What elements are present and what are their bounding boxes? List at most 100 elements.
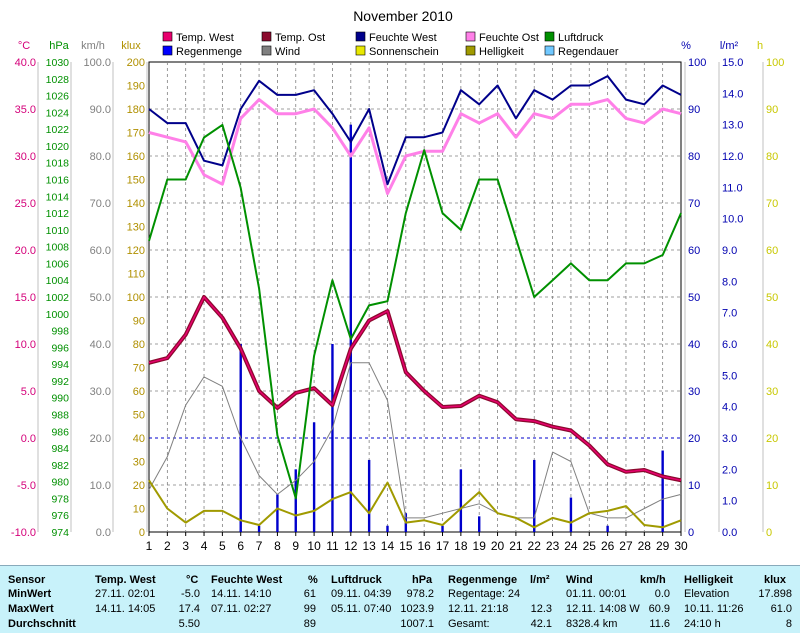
rain_duration_h-tick-label: 60 [766, 245, 778, 257]
rain_duration_h-tick-label: 50 [766, 292, 778, 304]
pressure_hpa-tick-label: 976 [51, 510, 69, 522]
humidity_pct-tick-label: 80 [688, 151, 700, 163]
series-line-helligkeit [148, 479, 682, 529]
brightness_klux-tick-label: 40 [133, 433, 145, 445]
stats-max-rain-value: 12.3 [530, 603, 552, 615]
legend-swatch [465, 31, 476, 42]
series-line-luftdruck [148, 123, 682, 500]
humidity_pct-tick-label: 30 [688, 386, 700, 398]
stats-min-brightness-value: 17.898 [758, 588, 792, 600]
rain_lm2-tick-label: 4.0 [722, 402, 737, 414]
wind_kmh-tick-label: 20.0 [90, 433, 111, 445]
stats-humidity-unit: % [308, 574, 318, 586]
stats-avg-label: Durchschnitt [8, 618, 76, 630]
rain_lm2-tick-label: 2.0 [722, 464, 737, 476]
brightness_klux-tick-label: 110 [127, 269, 145, 281]
rain_duration_h-tick-label: 90 [766, 104, 778, 116]
pressure_hpa-tick-label: 1028 [46, 74, 70, 86]
temp_c-tick-label: 0.0 [21, 433, 36, 445]
pressure_hpa-tick-label: 1030 [46, 57, 70, 69]
rain_duration_h-tick-label: 80 [766, 151, 778, 163]
stats-panel: Sensor Temp. West °C Feuchte West % Luft… [0, 565, 800, 633]
wind_kmh-tick-label: 0.0 [96, 527, 111, 539]
chart-title: November 2010 [353, 8, 453, 24]
wind_kmh-tick-label: 10.0 [90, 480, 111, 492]
rain-amount-bar [294, 469, 297, 532]
brightness_klux-tick-label: 60 [133, 386, 145, 398]
stats-avg-pressure-value: 1007.1 [400, 618, 434, 630]
rain_lm2-tick-label: 13.0 [722, 120, 743, 132]
wind_kmh-tick-label: 100.0 [83, 57, 111, 69]
brightness_klux-tick-label: 90 [133, 316, 145, 328]
rain-amount-bar [367, 459, 371, 532]
brightness_klux-tick-label: 180 [127, 104, 145, 116]
pressure_hpa-tick-label: 1022 [46, 124, 70, 136]
temp_c-tick-label: 40.0 [15, 57, 36, 69]
rain-amount-bar [661, 450, 664, 532]
x-axis: 1 2 3 4 5 6 7 8 9 10 11 12 13 14 15 16 17 18 19 20 21 22 23 24 2… [146, 532, 688, 553]
pressure_hpa-tick-label: 1008 [46, 242, 70, 254]
x-tick-label: 19 [473, 539, 487, 553]
legend-label: Luftdruck [558, 32, 604, 44]
rain_lm2-tick-label: 11.0 [722, 182, 743, 194]
legend-swatch [162, 31, 173, 42]
stats-wind-header: Wind [566, 574, 593, 586]
rain_duration_h-tick-label: 70 [766, 198, 778, 210]
x-tick-label: 6 [237, 539, 244, 553]
rain_lm2-tick-label: 3.0 [722, 433, 737, 445]
wind_kmh-tick-label: 60.0 [90, 245, 111, 257]
stats-avg-humidity-value: 89 [303, 618, 316, 630]
legend-label: Regendauer [558, 46, 619, 58]
rain_lm2-tick-label: 0.0 [722, 527, 737, 539]
stats-avg-rain-text: Gesamt: [448, 618, 490, 630]
pressure_hpa-tick-label: 1016 [46, 175, 70, 187]
series-line-wind [148, 362, 682, 519]
humidity_pct-tick-label: 60 [688, 245, 700, 257]
rain_duration_h-tick-label: 0 [766, 527, 772, 539]
legend-label: Temp. Ost [275, 32, 325, 44]
stats-max-wind-value: 60.9 [648, 603, 670, 615]
legend-swatch [261, 31, 272, 42]
humidity_pct-tick-label: 40 [688, 339, 700, 351]
brightness_klux-tick-label: 200 [127, 57, 145, 69]
brightness_klux-tick-label: 100 [127, 292, 145, 304]
pressure_hpa-tick-label: 986 [51, 426, 69, 438]
temp_c-tick-label: 35.0 [15, 104, 36, 116]
pressure_hpa-tick-label: 996 [51, 342, 69, 354]
legend-label: Wind [275, 46, 300, 58]
temp_c-tick-label: -10.0 [11, 527, 36, 539]
pressure_hpa-tick-label: 1004 [46, 275, 70, 287]
humidity_pct-tick-label: 50 [688, 292, 700, 304]
rain_duration_h-tick-label: 30 [766, 386, 778, 398]
stats-pressure-header: Luftdruck [331, 574, 382, 586]
stats-temp-unit: °C [186, 574, 199, 586]
pressure_hpa-tick-label: 1002 [46, 292, 70, 304]
wind_kmh-tick-label: 80.0 [90, 151, 111, 163]
pressure_hpa-axis-label: hPa [49, 40, 69, 52]
pressure_hpa-tick-label: 1020 [46, 141, 70, 153]
temp_c-tick-label: 30.0 [15, 151, 36, 163]
rain-amount-bar [349, 124, 352, 533]
stats-min-label: MinWert [8, 588, 52, 600]
stats-avg-brightness-value: 8 [785, 618, 792, 630]
stats-max-brightness-time: 10.11. 11:26 [684, 603, 744, 615]
stats-rain-unit: l/m² [530, 574, 550, 586]
legend-swatch [162, 45, 173, 56]
rain-amount-bar [478, 516, 481, 532]
pressure_hpa-tick-label: 990 [51, 393, 69, 405]
stats-min-temp-value: -5.0 [181, 588, 200, 600]
rain_duration_h-axis-label: h [757, 40, 763, 52]
stats-min-rain-text: Regentage: 24 [448, 588, 521, 600]
pressure_hpa-tick-label: 1024 [46, 107, 70, 119]
stats-min-pressure-time: 09.11. 04:39 [331, 588, 392, 600]
rain_duration_h-tick-label: 40 [766, 339, 778, 351]
brightness_klux-tick-label: 150 [127, 175, 145, 187]
x-tick-label: 1 [146, 539, 153, 553]
legend-label: Helligkeit [479, 46, 524, 58]
humidity_pct-axis-label: % [681, 40, 691, 52]
weather-chart: November 2010 Temp. West Temp. Ost Feuchte… [11, 8, 784, 553]
stats-min-brightness-time: Elevation [684, 588, 730, 600]
pressure_hpa-tick-label: 1012 [46, 208, 70, 220]
stats-max-pressure-value: 1023.9 [400, 603, 434, 615]
stats-min-humidity-value: 61 [303, 588, 316, 600]
